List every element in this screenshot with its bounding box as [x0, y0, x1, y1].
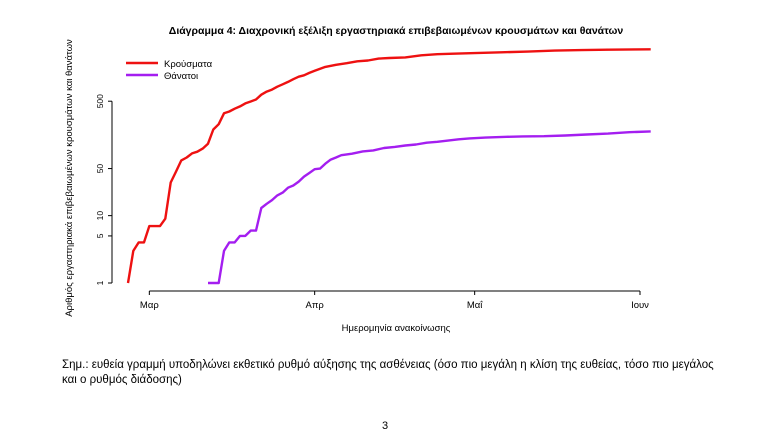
legend-label-deaths: Θάνατοι	[164, 71, 198, 82]
y-tick-label: 50	[95, 164, 105, 174]
y-tick-label: 10	[95, 211, 105, 221]
series-lines	[126, 48, 651, 285]
x-tick-label: Απρ	[306, 300, 325, 311]
footnote: Σημ.: ευθεία γραμμή υποδηλώνει εκθετικό …	[62, 359, 714, 386]
x-tick-label: Μαρ	[140, 300, 159, 311]
series-line-cases	[126, 48, 651, 284]
y-tick-label: 1	[95, 280, 105, 285]
y-tick-label: 5	[95, 233, 105, 238]
legend-label-cases: Κρούσματα	[164, 59, 213, 70]
legend: Κρούσματα Θάνατοι	[126, 59, 213, 82]
page-number: 3	[381, 420, 389, 432]
x-axis-ticks: Μαρ Απρ Μαΐ Ιουν	[140, 291, 649, 311]
y-axis-label: Αριθμός εργαστηριακά επιβεβαιωμένων κρου…	[64, 39, 75, 317]
y-axis-ticks: 1 5 10 50 500	[95, 94, 112, 285]
x-tick-label: Μαΐ	[467, 300, 483, 311]
chart-title: Διάγραμμα 4: Διαχρονική εξέλιξη εργαστηρ…	[169, 25, 624, 37]
y-tick-label: 500	[95, 94, 105, 108]
series-line-deaths	[208, 130, 651, 285]
x-axis-label: Ημερομηνία ανακοίνωσης	[342, 323, 451, 334]
x-tick-label: Ιουν	[631, 300, 649, 311]
chart: Διάγραμμα 4: Διαχρονική εξέλιξη εργαστηρ…	[64, 25, 651, 334]
